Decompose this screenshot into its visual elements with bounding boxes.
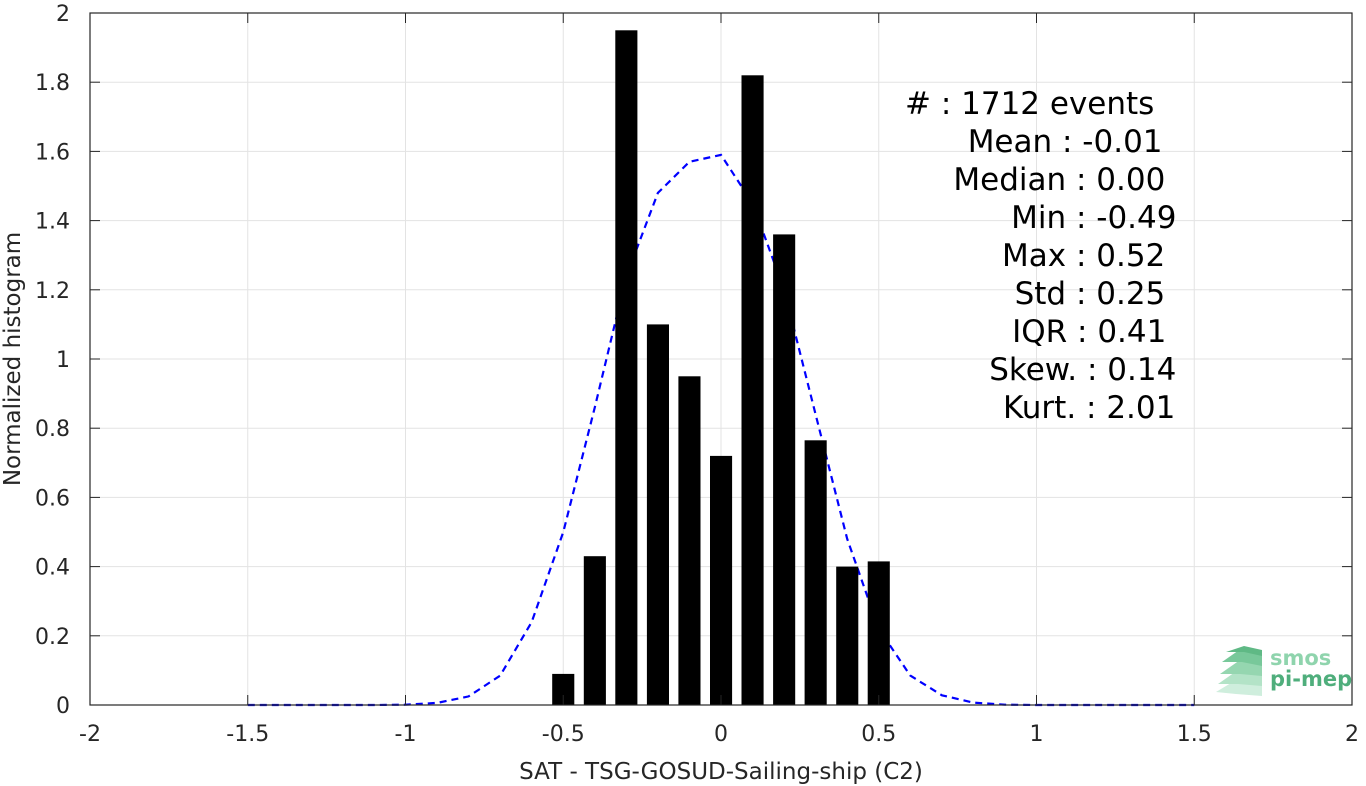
x-tick-label: 1.5 bbox=[1177, 722, 1212, 747]
histogram-bar bbox=[678, 376, 701, 705]
y-tick-label: 1.2 bbox=[35, 279, 70, 304]
histogram-bar bbox=[773, 234, 796, 705]
stats-line: IQR : 0.41 bbox=[1012, 314, 1166, 350]
histogram-bar bbox=[615, 30, 638, 706]
y-tick-label: 0 bbox=[56, 694, 70, 719]
stats-line: Skew. : 0.14 bbox=[989, 352, 1176, 388]
logo-mark-icon bbox=[1216, 646, 1262, 696]
y-tick-labels: 0 0.2 0.4 0.6 0.8 1 1.2 1.4 1.6 1.8 2 bbox=[35, 2, 70, 719]
stats-line: Median : 0.00 bbox=[953, 162, 1165, 198]
stats-line: Kurt. : 2.01 bbox=[1003, 390, 1175, 426]
y-tick-label: 1.4 bbox=[35, 210, 70, 235]
histogram-bar bbox=[552, 673, 575, 705]
y-tick-label: 1 bbox=[56, 348, 70, 373]
axes-frame bbox=[89, 12, 1353, 706]
histogram-bar bbox=[646, 324, 669, 705]
y-axis-label: Normalized histogram bbox=[0, 232, 26, 486]
histogram-bar bbox=[741, 75, 764, 706]
bars-group bbox=[552, 30, 890, 706]
stats-line: Std : 0.25 bbox=[1015, 276, 1166, 312]
x-tick-label: -1.5 bbox=[226, 722, 269, 747]
smos-pi-mep-logo: smos pi-mep bbox=[1216, 646, 1352, 696]
x-tick-label: -2 bbox=[79, 722, 101, 747]
histogram-bar bbox=[710, 455, 733, 705]
stats-line: Mean : -0.01 bbox=[968, 124, 1163, 160]
stats-line: Min : -0.49 bbox=[1011, 200, 1176, 236]
stats-line: # : 1712 events bbox=[905, 86, 1154, 122]
histogram-bar bbox=[804, 440, 827, 705]
x-axis-label: SAT - TSG-GOSUD-Sailing-ship (C2) bbox=[519, 759, 923, 785]
histogram-bar bbox=[867, 561, 890, 705]
y-tick-label: 0.2 bbox=[35, 625, 70, 650]
histogram-bar bbox=[836, 566, 859, 705]
y-tick-label: 1.6 bbox=[35, 140, 70, 165]
y-tick-label: 0.4 bbox=[35, 556, 70, 581]
x-tick-label: -1 bbox=[395, 722, 417, 747]
x-tick-label: 0 bbox=[714, 722, 728, 747]
x-tick-label: 1 bbox=[1030, 722, 1044, 747]
logo-line1: smos bbox=[1270, 646, 1331, 670]
y-tick-label: 0.6 bbox=[35, 486, 70, 511]
logo-line2: pi-mep bbox=[1270, 667, 1352, 691]
stats-line: Max : 0.52 bbox=[1002, 238, 1165, 274]
y-tick-label: 2 bbox=[56, 2, 70, 27]
histogram-bar bbox=[583, 556, 606, 705]
x-tick-label: 2 bbox=[1345, 722, 1359, 747]
x-tick-label: 0.5 bbox=[861, 722, 896, 747]
x-tick-label: -0.5 bbox=[542, 722, 585, 747]
y-tick-label: 0.8 bbox=[35, 417, 70, 442]
x-tick-labels: -2 -1.5 -1 -0.5 0 0.5 1 1.5 2 bbox=[79, 722, 1359, 747]
y-tick-label: 1.8 bbox=[35, 71, 70, 96]
